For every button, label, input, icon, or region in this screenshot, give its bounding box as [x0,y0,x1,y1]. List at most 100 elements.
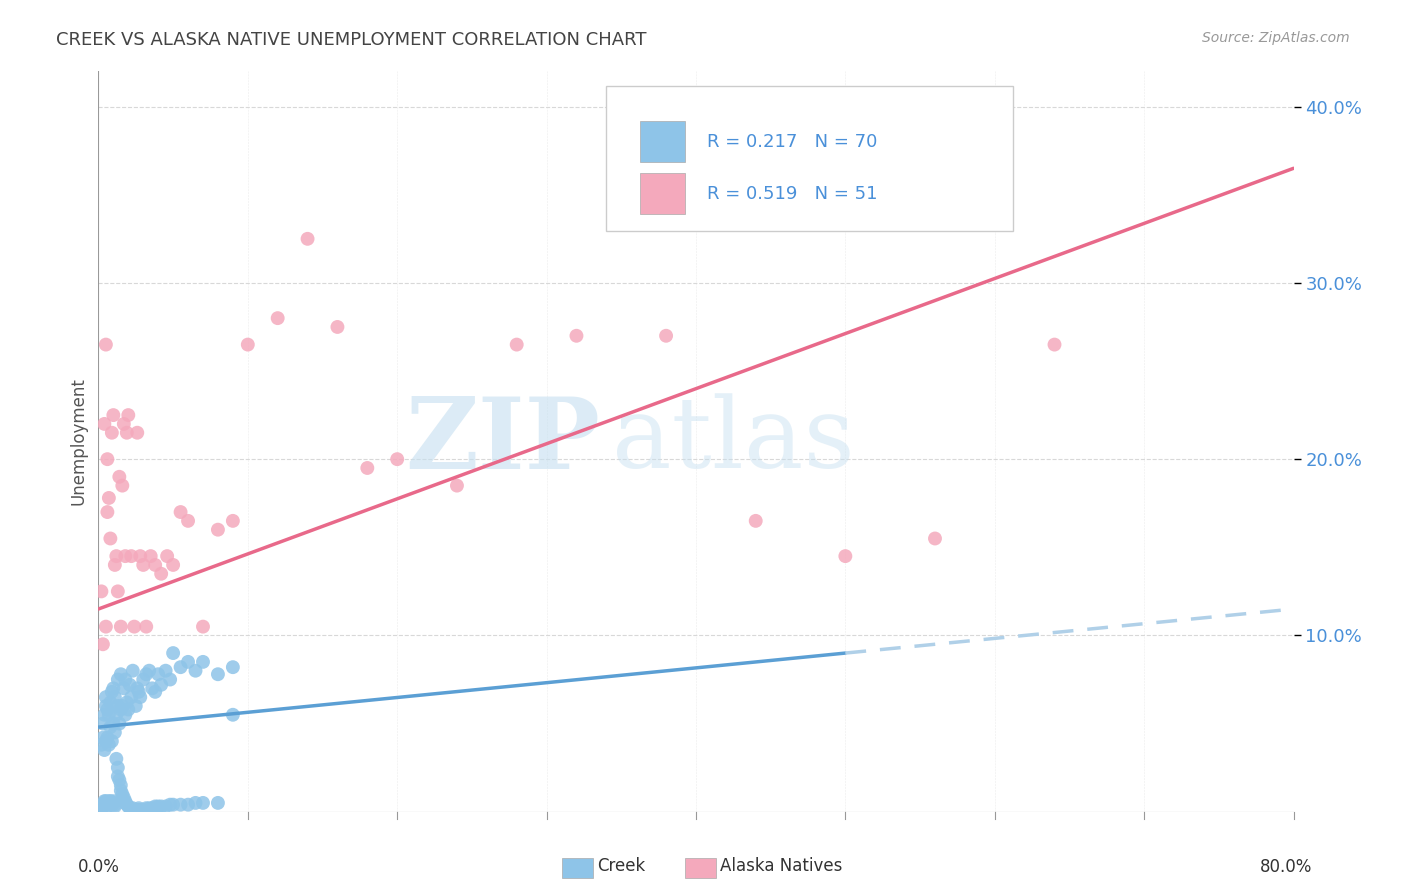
Point [101,797,124,812]
Point [90,584,112,599]
Point [169,797,191,812]
Point [148,799,170,814]
Point [156,549,179,563]
Point [132,558,155,572]
Point [150,799,173,814]
Point [114,796,136,810]
Point [114,549,136,563]
Point [125,698,148,713]
Point [91,797,114,812]
Point [103,716,125,731]
Point [107,584,129,599]
Point [120,690,142,705]
Text: ZIP: ZIP [405,393,600,490]
Point [115,425,138,440]
Point [177,655,200,669]
Point [110,667,132,681]
Point [129,803,152,817]
Point [112,417,135,431]
Point [150,678,173,692]
Bar [685,858,716,878]
Point [114,794,136,808]
Point [120,803,142,817]
Point [111,787,134,801]
Point [655,328,678,343]
Point [127,681,149,696]
Point [97,707,120,722]
Point [115,695,138,709]
Point [326,320,349,334]
Point [91,637,114,651]
Point [267,311,290,326]
Point [104,690,127,705]
Point [138,664,160,678]
Text: Source: ZipAtlas.com: Source: ZipAtlas.com [1202,31,1350,45]
Point [132,803,155,817]
Point [96,505,118,519]
Point [118,678,141,692]
Point [104,558,127,572]
Point [162,558,184,572]
Point [91,799,114,814]
Text: atlas: atlas [613,393,855,490]
Point [128,685,150,699]
Text: Creek: Creek [598,857,645,875]
Point [506,337,529,351]
Point [103,681,125,696]
Bar [562,858,593,878]
Point [118,801,141,815]
FancyBboxPatch shape [640,173,685,214]
Point [96,796,118,810]
Point [97,797,120,812]
Point [155,664,177,678]
Text: R = 0.519   N = 51: R = 0.519 N = 51 [707,185,877,202]
Point [565,328,588,343]
Point [128,801,150,815]
Point [141,801,163,815]
Point [446,478,468,492]
Point [356,461,378,475]
Point [98,720,122,734]
Point [108,470,131,484]
Point [101,796,124,810]
Point [162,646,184,660]
Point [141,681,163,696]
Point [111,698,134,713]
Point [138,801,160,815]
Point [94,337,117,351]
Point [143,685,166,699]
Point [101,685,124,699]
Point [114,707,136,722]
Point [105,707,128,722]
Point [125,803,148,817]
Point [162,797,184,812]
Point [115,797,138,812]
Point [98,796,122,810]
Text: CREEK VS ALASKA NATIVE UNEMPLOYMENT CORRELATION CHART: CREEK VS ALASKA NATIVE UNEMPLOYMENT CORR… [56,31,647,49]
Y-axis label: Unemployment: Unemployment [69,377,87,506]
Point [135,619,157,633]
Point [103,408,125,422]
Point [93,743,115,757]
Point [191,796,214,810]
Point [121,801,143,815]
Point [96,452,118,467]
Point [104,797,127,812]
Point [236,337,259,351]
Point [96,731,118,745]
Point [159,673,181,687]
Point [222,660,245,674]
Point [94,794,117,808]
Point [121,664,143,678]
Point [97,794,120,808]
Point [150,566,173,581]
Point [90,738,112,752]
Point [135,801,157,815]
Point [207,667,229,681]
Point [184,664,207,678]
Point [94,619,117,633]
Point [110,783,132,797]
Point [104,725,127,739]
Point [222,707,245,722]
Point [124,619,146,633]
